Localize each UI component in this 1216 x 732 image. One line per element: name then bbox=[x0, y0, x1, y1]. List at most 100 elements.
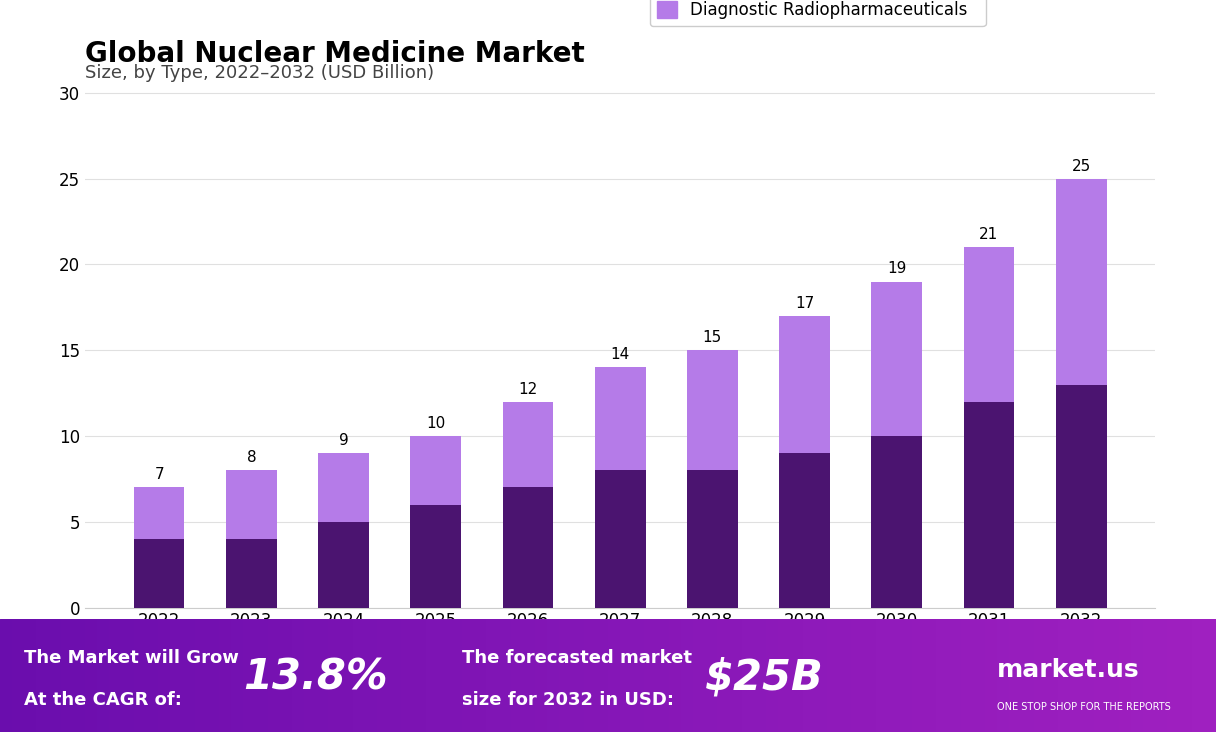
Bar bbox=[1119, 619, 1131, 732]
Bar bbox=[450, 619, 462, 732]
Bar bbox=[997, 619, 1009, 732]
Bar bbox=[12, 619, 24, 732]
Bar bbox=[340, 619, 353, 732]
Bar bbox=[608, 619, 620, 732]
Bar bbox=[219, 619, 231, 732]
Bar bbox=[948, 619, 961, 732]
Bar bbox=[1070, 619, 1082, 732]
Bar bbox=[146, 619, 158, 732]
Bar bbox=[49, 619, 61, 732]
Bar bbox=[1204, 619, 1216, 732]
Bar bbox=[742, 619, 754, 732]
Bar bbox=[134, 619, 146, 732]
Bar bbox=[584, 619, 596, 732]
Text: The Market will Grow: The Market will Grow bbox=[24, 649, 240, 668]
Bar bbox=[790, 619, 803, 732]
Bar bbox=[410, 436, 461, 504]
Text: 25: 25 bbox=[1071, 159, 1091, 173]
Bar bbox=[109, 619, 122, 732]
Bar bbox=[280, 619, 292, 732]
Text: 9: 9 bbox=[339, 433, 349, 448]
Bar bbox=[401, 619, 413, 732]
Bar bbox=[1192, 619, 1204, 732]
Text: 10: 10 bbox=[426, 416, 445, 431]
Bar bbox=[73, 619, 85, 732]
Bar bbox=[61, 619, 73, 732]
Bar bbox=[499, 619, 511, 732]
Bar bbox=[426, 619, 438, 732]
Bar bbox=[559, 619, 572, 732]
Bar bbox=[134, 539, 185, 608]
Bar bbox=[486, 619, 499, 732]
Text: 17: 17 bbox=[795, 296, 815, 311]
Bar bbox=[973, 619, 985, 732]
Bar bbox=[924, 619, 936, 732]
Text: 12: 12 bbox=[518, 381, 537, 397]
Bar bbox=[207, 619, 219, 732]
Bar bbox=[268, 619, 280, 732]
Bar bbox=[134, 488, 185, 539]
Text: 7: 7 bbox=[154, 467, 164, 482]
Bar bbox=[888, 619, 900, 732]
Bar bbox=[963, 247, 1014, 402]
Bar bbox=[97, 619, 109, 732]
Bar bbox=[319, 522, 368, 608]
Text: Global Nuclear Medicine Market: Global Nuclear Medicine Market bbox=[85, 40, 585, 68]
Bar bbox=[410, 504, 461, 608]
Bar bbox=[226, 539, 277, 608]
Bar bbox=[595, 367, 646, 471]
Bar bbox=[547, 619, 559, 732]
Text: 14: 14 bbox=[610, 347, 630, 362]
Bar bbox=[863, 619, 876, 732]
Bar bbox=[36, 619, 49, 732]
Bar bbox=[681, 619, 693, 732]
Bar bbox=[1009, 619, 1021, 732]
Bar bbox=[717, 619, 730, 732]
Bar bbox=[657, 619, 669, 732]
Bar bbox=[827, 619, 839, 732]
Bar bbox=[985, 619, 997, 732]
Bar bbox=[900, 619, 912, 732]
Bar bbox=[1180, 619, 1192, 732]
Bar bbox=[1034, 619, 1046, 732]
Bar bbox=[1094, 619, 1107, 732]
Bar bbox=[803, 619, 815, 732]
Bar bbox=[328, 619, 340, 732]
Bar bbox=[502, 488, 553, 608]
Bar bbox=[255, 619, 268, 732]
Bar bbox=[936, 619, 948, 732]
Bar bbox=[1155, 619, 1167, 732]
Text: $25B: $25B bbox=[705, 657, 824, 698]
Bar bbox=[389, 619, 401, 732]
Bar bbox=[1131, 619, 1143, 732]
Bar bbox=[754, 619, 766, 732]
Bar bbox=[1055, 179, 1107, 384]
Bar bbox=[511, 619, 523, 732]
Bar bbox=[572, 619, 584, 732]
Bar bbox=[963, 402, 1014, 608]
Bar bbox=[839, 619, 851, 732]
Bar bbox=[766, 619, 778, 732]
Text: ONE STOP SHOP FOR THE REPORTS: ONE STOP SHOP FOR THE REPORTS bbox=[997, 702, 1171, 712]
Bar bbox=[122, 619, 134, 732]
Bar bbox=[462, 619, 474, 732]
Bar bbox=[779, 453, 831, 608]
Bar bbox=[502, 402, 553, 488]
Text: size for 2032 in USD:: size for 2032 in USD: bbox=[462, 691, 674, 709]
Text: The forecasted market: The forecasted market bbox=[462, 649, 692, 668]
Bar bbox=[705, 619, 717, 732]
Bar bbox=[876, 619, 888, 732]
Bar bbox=[687, 350, 738, 471]
Bar bbox=[644, 619, 657, 732]
Bar bbox=[24, 619, 36, 732]
Bar bbox=[231, 619, 243, 732]
Bar bbox=[1107, 619, 1119, 732]
Bar bbox=[961, 619, 973, 732]
Bar bbox=[1143, 619, 1155, 732]
Bar bbox=[0, 619, 12, 732]
Bar bbox=[535, 619, 547, 732]
Bar bbox=[687, 471, 738, 608]
Text: 8: 8 bbox=[247, 450, 257, 465]
Bar bbox=[292, 619, 304, 732]
Text: 19: 19 bbox=[888, 261, 906, 277]
